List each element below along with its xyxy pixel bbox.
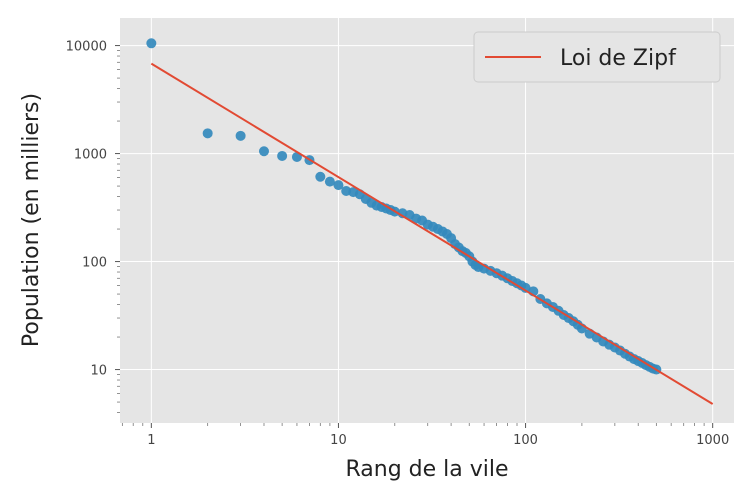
legend: Loi de Zipf — [473, 31, 721, 83]
legend-box — [473, 31, 721, 83]
data-point — [258, 146, 269, 157]
x-tick-label: 1000 — [696, 433, 729, 448]
data-point — [333, 180, 344, 191]
zipf-line — [150, 62, 714, 405]
data-points — [146, 38, 662, 375]
data-point — [146, 38, 157, 49]
y-tick-label: 1000 — [74, 148, 107, 163]
x-ticks: 1 10 100 1000 — [147, 423, 729, 448]
x-tick-label: 100 — [513, 433, 538, 448]
data-point — [202, 128, 213, 139]
data-point — [235, 130, 246, 141]
data-point — [315, 171, 326, 182]
data-point — [277, 150, 288, 161]
y-tick-label: 10 — [90, 364, 107, 379]
data-point — [520, 282, 531, 293]
x-tick-label: 1 — [147, 433, 155, 448]
y-tick-label: 100 — [82, 256, 107, 271]
data-point — [324, 176, 335, 187]
y-tick-label: 10000 — [66, 40, 107, 55]
grid — [120, 18, 734, 423]
y-axis-label: Population (en milliers) — [19, 93, 44, 347]
minor-ticks — [117, 50, 705, 426]
legend-label: Loi de Zipf — [560, 46, 677, 71]
x-tick-label: 10 — [330, 433, 347, 448]
y-ticks: 10 100 1000 10000 — [66, 40, 120, 379]
zipf-line-layer — [150, 62, 714, 405]
x-axis-label: Rang de la vile — [345, 457, 508, 482]
